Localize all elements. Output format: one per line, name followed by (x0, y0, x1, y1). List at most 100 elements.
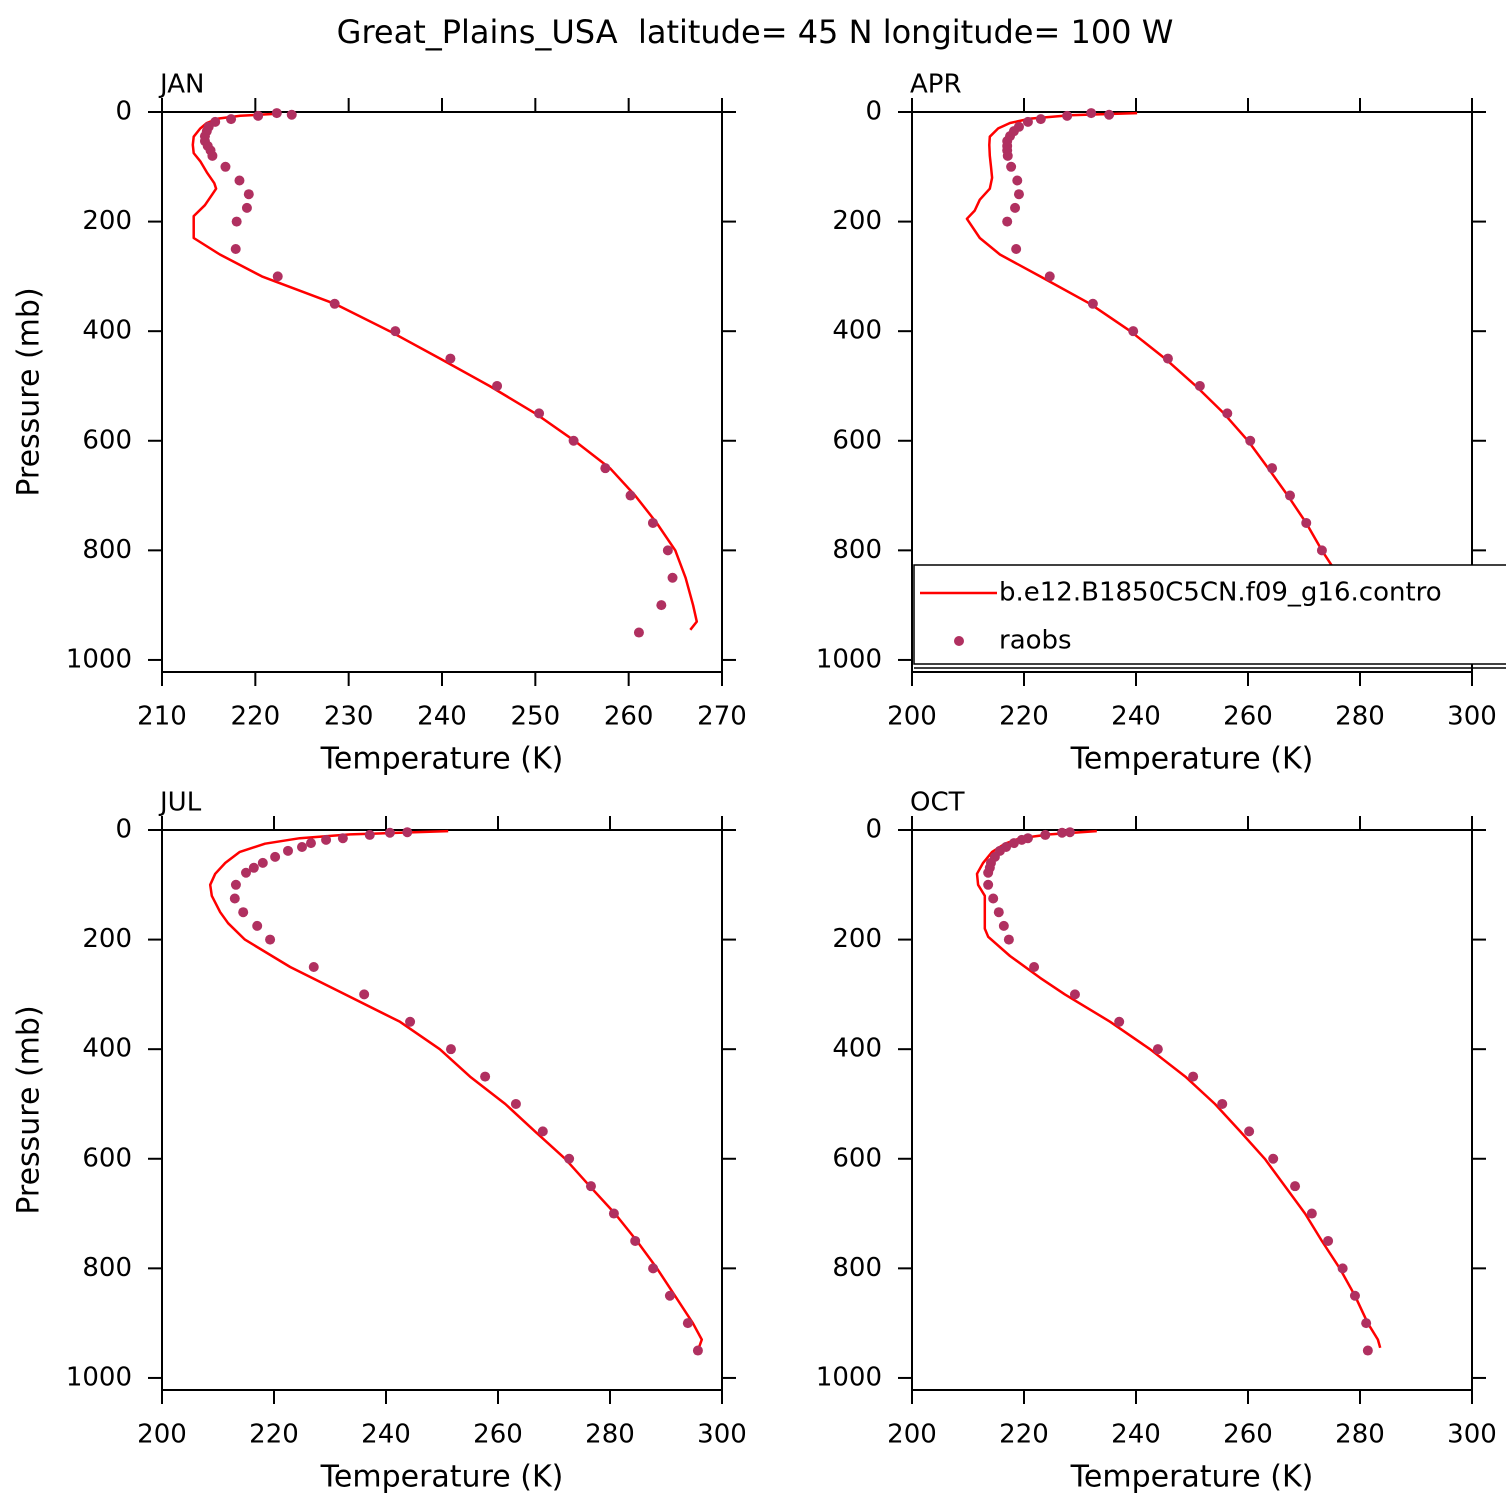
obs-marker (297, 841, 307, 852)
legend-box (913, 564, 1506, 665)
obs-marker (445, 353, 456, 364)
legend-label: raobs (999, 626, 1072, 656)
x-tick-label: 240 (1111, 702, 1161, 732)
y-tick-label: 0 (865, 815, 882, 845)
obs-marker (1012, 175, 1023, 186)
figure-title: Great_Plains_USA latitude= 45 N longitud… (337, 13, 1174, 51)
obs-marker (286, 109, 297, 120)
obs-marker (390, 326, 401, 337)
x-tick-label: 300 (1447, 1420, 1497, 1450)
obs-marker (241, 867, 251, 878)
x-tick-label: 240 (1111, 1420, 1161, 1450)
obs-marker (257, 857, 268, 868)
obs-marker (1217, 1098, 1228, 1109)
y-tick-label: 600 (832, 1143, 882, 1173)
y-tick-label: 400 (82, 316, 132, 346)
obs-marker (993, 907, 1004, 918)
obs-marker (1022, 116, 1033, 127)
x-tick-label: 300 (1447, 702, 1497, 732)
y-tick-label: 0 (115, 97, 132, 127)
plot-frame (161, 829, 723, 1391)
obs-marker (234, 175, 245, 186)
x-tick-label: 260 (604, 702, 654, 732)
obs-marker (662, 545, 673, 556)
obs-marker (238, 907, 249, 918)
obs-marker (1128, 326, 1139, 337)
x-tick-label: 270 (697, 702, 747, 732)
obs-marker (308, 961, 319, 972)
obs-marker (667, 572, 678, 583)
obs-marker (270, 851, 281, 862)
x-tick-label: 280 (1335, 702, 1385, 732)
obs-marker (359, 989, 370, 1000)
obs-marker (1114, 1016, 1125, 1027)
obs-marker (1152, 1044, 1163, 1055)
y-tick-label: 800 (832, 1253, 882, 1283)
y-tick-label: 1000 (816, 644, 882, 674)
y-tick-label: 800 (82, 535, 132, 565)
x-tick-label: 200 (137, 1420, 187, 1450)
obs-marker (656, 600, 667, 611)
plot-frame (911, 111, 1473, 673)
obs-marker (1016, 834, 1027, 845)
obs-marker (1006, 161, 1017, 172)
obs-marker (207, 150, 218, 161)
panel: APR 200 220 240 260 280 300 0 200 400 600 800 1000 Te… (816, 70, 1506, 777)
y-tick-label: 200 (832, 924, 882, 954)
obs-marker (1069, 989, 1080, 1000)
x-tick-label: 220 (231, 702, 281, 732)
obs-marker (241, 202, 252, 213)
obs-marker (231, 216, 242, 227)
x-axis-label: Temperature (K) (1070, 1460, 1314, 1495)
obs-marker (1349, 1290, 1360, 1301)
obs-marker (265, 934, 276, 945)
panel-title: OCT (910, 788, 965, 818)
x-tick-label: 220 (999, 702, 1049, 732)
obs-marker (510, 1098, 521, 1109)
obs-marker (988, 893, 999, 904)
x-tick-label: 260 (473, 1420, 523, 1450)
obs-marker (1086, 108, 1097, 119)
obs-marker (402, 827, 413, 838)
obs-marker (983, 867, 994, 878)
obs-marker (608, 1208, 619, 1219)
obs-marker (1323, 1235, 1334, 1246)
y-tick-label: 0 (865, 97, 882, 127)
obs-marker (253, 110, 264, 121)
obs-marker (1337, 1263, 1348, 1274)
obs-marker (647, 517, 658, 528)
obs-marker (230, 879, 241, 890)
panel: JUL 200 220 240 260 280 300 0 200 400 600 800 1000 Te… (12, 788, 747, 1495)
plot-frame (911, 829, 1473, 1391)
obs-marker (384, 827, 395, 838)
x-tick-label: 280 (1335, 1420, 1385, 1450)
obs-marker (664, 1290, 675, 1301)
x-tick-label: 260 (1223, 702, 1273, 732)
obs-marker (1267, 463, 1278, 474)
y-tick-label: 400 (832, 316, 882, 346)
obs-marker (1013, 189, 1024, 200)
obs-marker (405, 1016, 416, 1027)
y-tick-label: 200 (82, 924, 132, 954)
y-axis-label: Pressure (mb) (12, 1005, 47, 1214)
legend-label: b.e12.B1850C5CN.f09_g16.contro (999, 578, 1442, 608)
obs-marker (1064, 827, 1075, 838)
x-axis-label: Temperature (K) (1070, 742, 1314, 777)
x-tick-label: 210 (137, 702, 187, 732)
model-line (975, 829, 1382, 1349)
obs-marker (1362, 1345, 1373, 1356)
x-tick-label: 220 (999, 1420, 1049, 1450)
obs-marker (272, 271, 283, 282)
y-tick-label: 1000 (66, 644, 132, 674)
x-tick-label: 220 (249, 1420, 299, 1450)
y-tick-label: 0 (115, 815, 132, 845)
obs-marker (1316, 545, 1327, 556)
obs-marker (1003, 934, 1014, 945)
obs-marker (321, 834, 332, 845)
obs-marker (337, 833, 348, 844)
obs-marker (1035, 114, 1046, 125)
obs-marker (1290, 1181, 1301, 1192)
x-tick-label: 260 (1223, 1420, 1273, 1450)
obs-marker (1008, 838, 1019, 849)
